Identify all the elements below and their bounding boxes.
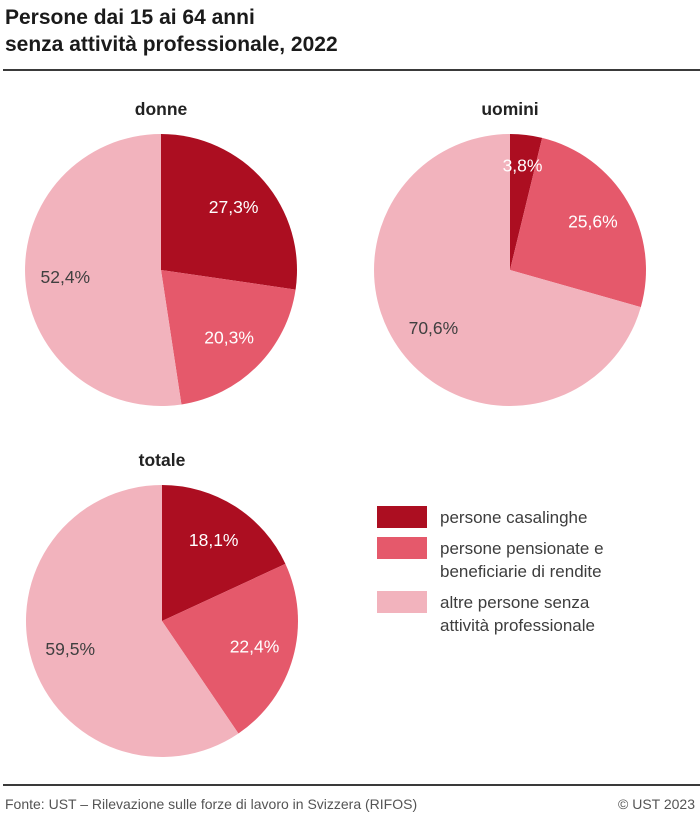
source-note: Fonte: UST – Rilevazione sulle forze di … <box>5 796 418 812</box>
footer-divider <box>3 784 700 786</box>
copyright-note: © UST 2023 <box>618 796 695 812</box>
page-title-line2: senza attività professionale, 2022 <box>5 33 338 56</box>
pie-slice-donne-1 <box>161 270 296 405</box>
pie-chart-block-uomini: uomini 3,8% 25,6% 70,6% <box>349 98 671 415</box>
pie-slice-uomini-2 <box>374 134 641 406</box>
pie-chart-uomini: 3,8% 25,6% 70,6% <box>374 134 647 406</box>
slice-label-uomini-2: 70,6% <box>409 318 459 338</box>
slice-label-donne-0: 27,3% <box>209 197 259 217</box>
pie-slice-donne-0 <box>161 134 297 290</box>
pie-slice-uomini-1 <box>510 137 647 308</box>
chart-legend: persone casalinghe persone pensionate e be… <box>377 506 604 645</box>
pie-slice-totale-2 <box>25 485 239 757</box>
pie-title-totale: totale <box>138 450 186 470</box>
legend-item-1: persone pensionate e beneficiarie di rend… <box>377 537 604 583</box>
pie-slice-donne-2 <box>25 134 182 407</box>
legend-swatch-1 <box>377 537 427 559</box>
legend-label-0: persone casalinghe <box>440 508 588 527</box>
pie-slice-uomini-0 <box>510 134 543 270</box>
slice-label-donne-2: 52,4% <box>40 267 90 287</box>
footer: Fonte: UST – Rilevazione sulle forze di … <box>5 795 695 813</box>
pie-title-uomini: uomini <box>481 99 539 119</box>
pie-chart-totale: 18,1% 22,4% 59,5% <box>25 485 298 757</box>
slice-label-totale-2: 59,5% <box>45 639 95 659</box>
pie-slice-totale-1 <box>162 563 298 734</box>
legend-swatch-0 <box>377 506 427 528</box>
legend-item-2: altre persone senza attività professional… <box>377 591 604 637</box>
slice-label-uomini-0: 3,8% <box>503 156 543 176</box>
pie-chart-block-donne: donne 27,3% 20,3% 52,4% <box>0 98 322 415</box>
legend-label-1: persone pensionate e beneficiarie di rend… <box>440 539 604 581</box>
pie-slice-totale-0 <box>162 485 286 621</box>
title-divider <box>3 69 700 71</box>
pie-title-donne: donne <box>134 99 188 119</box>
pie-chart-block-totale: totale 18,1% 22,4% 59,5% <box>1 449 323 766</box>
legend-swatch-2 <box>377 591 427 613</box>
slice-label-totale-1: 22,4% <box>230 637 280 657</box>
pie-chart-donne: 27,3% 20,3% 52,4% <box>25 134 297 407</box>
legend-label-2: altre persone senza attività professional… <box>440 593 595 635</box>
slice-label-totale-0: 18,1% <box>189 530 239 550</box>
page-title: Persone dai 15 ai 64 anni senza attività… <box>5 4 338 58</box>
slice-label-uomini-1: 25,6% <box>568 212 618 232</box>
slice-label-donne-1: 20,3% <box>204 328 254 348</box>
page-title-line1: Persone dai 15 ai 64 anni <box>5 6 255 29</box>
legend-item-0: persone casalinghe <box>377 506 604 529</box>
